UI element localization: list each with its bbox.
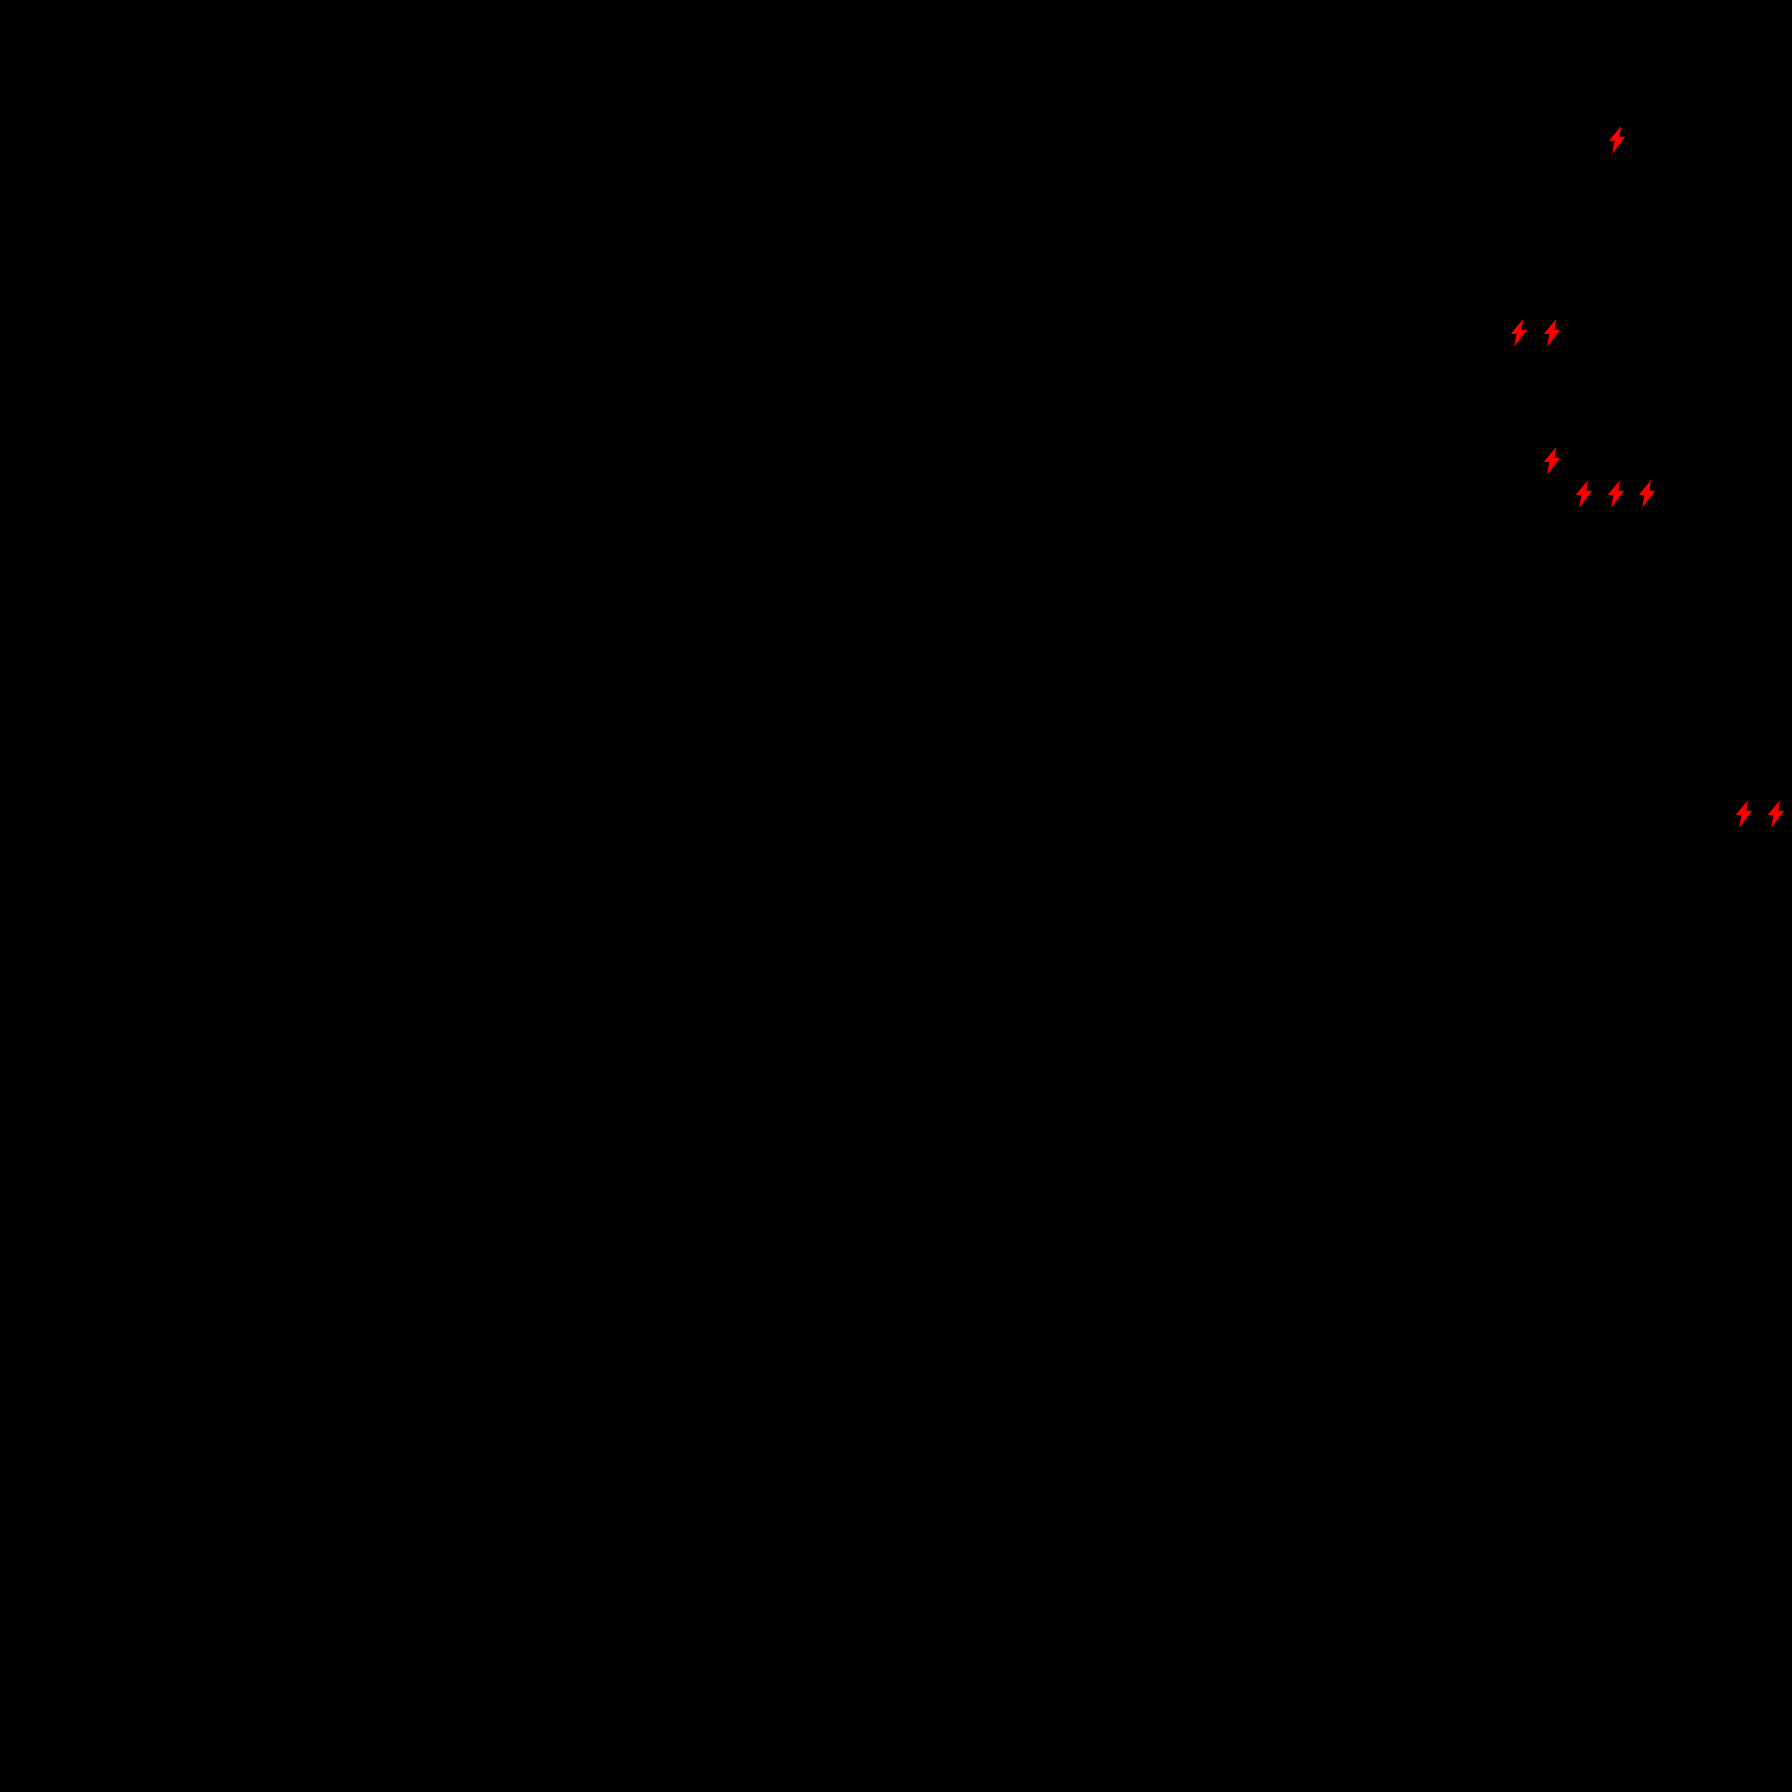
lightning-strike-marker xyxy=(1765,800,1787,828)
lightning-strike-marker xyxy=(1733,800,1755,828)
lightning-strike-marker xyxy=(1605,480,1627,508)
lightning-strike-marker xyxy=(1606,126,1628,154)
lightning-bolt-icon xyxy=(1638,480,1656,508)
lightning-bolt-icon xyxy=(1767,800,1785,828)
lightning-strike-marker xyxy=(1541,319,1563,347)
lightning-bolt-icon xyxy=(1735,800,1753,828)
lightning-strike-marker xyxy=(1508,319,1530,347)
lightning-bolt-icon xyxy=(1543,319,1561,347)
lightning-strike-marker xyxy=(1541,447,1563,475)
lightning-bolt-icon xyxy=(1543,447,1561,475)
lightning-strike-marker xyxy=(1573,480,1595,508)
lightning-strike-marker xyxy=(1636,480,1658,508)
lightning-bolt-icon xyxy=(1607,480,1625,508)
lightning-bolt-icon xyxy=(1510,319,1528,347)
lightning-bolt-icon xyxy=(1575,480,1593,508)
lightning-bolt-icon xyxy=(1608,126,1626,154)
